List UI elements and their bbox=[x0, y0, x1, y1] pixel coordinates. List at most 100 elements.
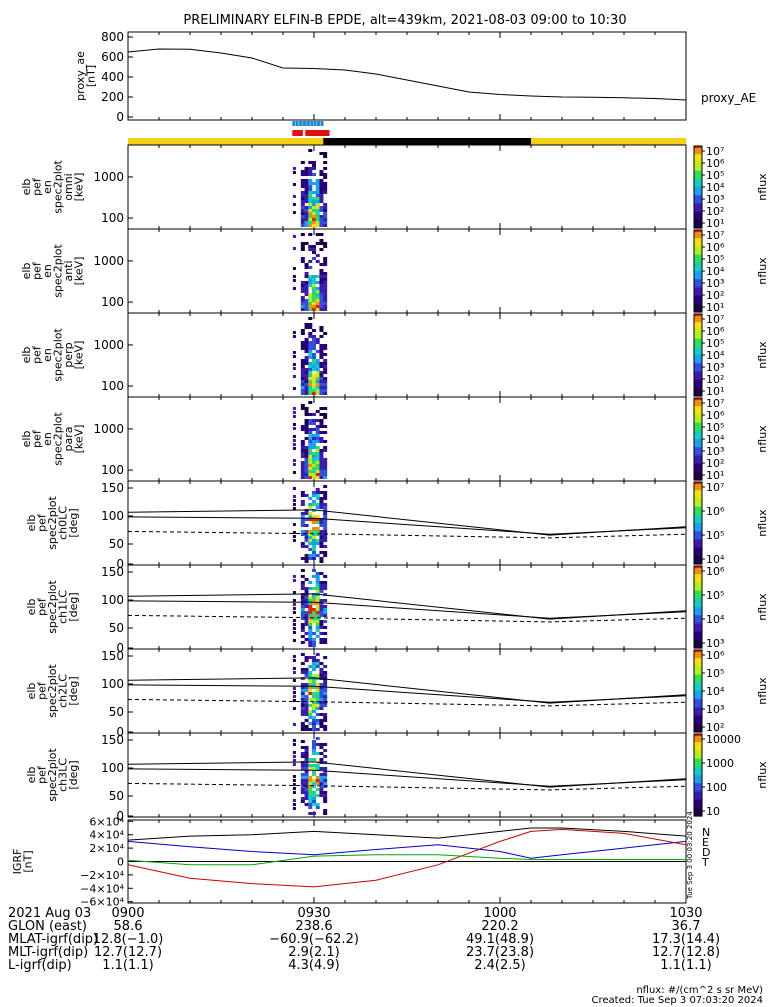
colorbar-cell bbox=[694, 432, 702, 436]
colorbar-cell bbox=[694, 416, 702, 420]
spectrogram-cell bbox=[292, 427, 296, 430]
colorbar-cell bbox=[694, 201, 702, 204]
spectrogram-cell bbox=[300, 440, 305, 443]
spectrogram-cell bbox=[323, 257, 328, 260]
spectrogram-cell bbox=[323, 446, 328, 449]
spectrogram-cell bbox=[308, 671, 313, 674]
spectrogram-cell bbox=[304, 374, 309, 377]
spectrogram-cell bbox=[319, 269, 324, 272]
colorbar-cell bbox=[694, 711, 702, 715]
spectrogram-cell bbox=[304, 380, 309, 383]
spectrogram-cell bbox=[304, 767, 309, 770]
spectrogram-cell bbox=[312, 455, 316, 458]
spectrogram-cell bbox=[323, 614, 328, 617]
colorbar-cell bbox=[694, 359, 702, 362]
spectrogram-cell bbox=[300, 305, 305, 308]
colorbar-tick-label: 10⁶ bbox=[706, 409, 725, 422]
spectrogram-cell bbox=[300, 518, 305, 521]
spectrogram-cell bbox=[315, 599, 320, 602]
spectrogram-cell bbox=[323, 473, 328, 476]
colorbar-cell bbox=[694, 631, 702, 635]
colorbar-tick-label: 10⁶ bbox=[706, 649, 725, 662]
spectrogram-cell bbox=[315, 362, 320, 365]
spectrogram-cell bbox=[315, 707, 320, 710]
spectrogram-cell bbox=[308, 536, 313, 539]
colorbar-cell bbox=[694, 295, 702, 299]
axis-label-line: [nT] bbox=[84, 65, 97, 87]
spectrogram-cell bbox=[304, 308, 309, 311]
spectrogram-cell bbox=[304, 188, 309, 191]
spectrogram-cell bbox=[304, 710, 309, 713]
colorbar-cell bbox=[694, 678, 702, 682]
colorbar-cell bbox=[694, 668, 702, 672]
spectrogram-cell bbox=[323, 656, 328, 659]
spectrogram-cell bbox=[304, 761, 309, 764]
spectrogram-cell bbox=[304, 788, 309, 791]
spectrogram-cell bbox=[315, 275, 320, 278]
spectrogram-cell bbox=[315, 698, 320, 701]
spectrogram-frame bbox=[127, 648, 687, 734]
spectrogram-cell bbox=[315, 392, 320, 395]
colorbar-cell bbox=[694, 430, 702, 434]
spectrogram-cell bbox=[323, 155, 328, 158]
spectrogram-cell bbox=[312, 296, 316, 299]
spectrogram-cell bbox=[323, 776, 328, 779]
spectrogram-cell bbox=[319, 290, 324, 293]
colorbar-cell bbox=[694, 764, 702, 768]
axis-label-line: anti bbox=[62, 260, 75, 281]
spectrogram-cell bbox=[308, 377, 313, 380]
colorbar-cell bbox=[694, 594, 702, 598]
spectrogram-cell bbox=[308, 542, 313, 545]
spectrogram-cell bbox=[323, 515, 328, 518]
colorbar-cell bbox=[694, 688, 702, 692]
spectrogram-cell bbox=[315, 470, 320, 473]
y-tick-label: 100 bbox=[101, 761, 124, 775]
spectrogram-cell bbox=[315, 290, 320, 293]
y-tick-label: 1000 bbox=[93, 422, 124, 436]
spectrogram-cell bbox=[292, 387, 296, 390]
footer-value: 1030 bbox=[669, 906, 703, 921]
spectrogram-cell bbox=[319, 521, 324, 524]
spectrogram-cell bbox=[319, 152, 324, 155]
spectrogram-cell bbox=[300, 785, 305, 788]
colorbar-cell bbox=[694, 457, 702, 461]
spectrogram-cell bbox=[312, 164, 316, 167]
spectrogram-cell bbox=[312, 677, 316, 680]
spectrogram-cell bbox=[319, 746, 324, 749]
spectrogram-cell bbox=[323, 671, 328, 674]
y-tick-label: −6×10⁴ bbox=[80, 896, 124, 907]
spectrogram-cell bbox=[315, 788, 320, 791]
y-tick-label: 0 bbox=[116, 641, 124, 655]
colorbar-tick-label: 10³ bbox=[706, 193, 724, 206]
spectrogram-cell bbox=[304, 719, 309, 722]
spectrogram-cell bbox=[323, 407, 328, 410]
colorbar-cell bbox=[694, 707, 702, 711]
spectrogram-cell bbox=[300, 329, 305, 332]
spectrogram-cell bbox=[315, 389, 320, 392]
colorbar-label: nflux bbox=[756, 761, 769, 789]
spectrogram-cell bbox=[292, 535, 296, 538]
spectrogram-cell bbox=[315, 341, 320, 344]
colorbar-cell bbox=[694, 775, 702, 778]
axis-label-line: [keV] bbox=[72, 173, 85, 202]
spectrogram-cell bbox=[292, 531, 296, 534]
colorbar-cell bbox=[694, 426, 702, 430]
spectrogram-cell bbox=[312, 476, 316, 479]
spectrogram-cell bbox=[308, 716, 313, 719]
spectrogram-cell bbox=[323, 503, 328, 506]
colorbar-cell bbox=[694, 275, 702, 278]
colorbar-cell bbox=[694, 541, 702, 545]
spectrogram-cell bbox=[319, 539, 324, 542]
spectrogram-cell bbox=[300, 443, 305, 446]
spectrogram-cell bbox=[315, 704, 320, 707]
colorbar-cell bbox=[694, 273, 702, 276]
spectrogram-cell bbox=[319, 383, 324, 386]
y-tick-label: 0 bbox=[116, 725, 124, 739]
spectrogram-cell bbox=[300, 587, 305, 590]
spectrogram-cell bbox=[312, 575, 316, 578]
spectrogram-cell bbox=[312, 356, 316, 359]
spectrogram-cell bbox=[304, 746, 309, 749]
spectrogram-cell bbox=[304, 476, 309, 479]
colorbar-cell bbox=[694, 570, 702, 573]
colorbar-cell bbox=[694, 484, 702, 487]
